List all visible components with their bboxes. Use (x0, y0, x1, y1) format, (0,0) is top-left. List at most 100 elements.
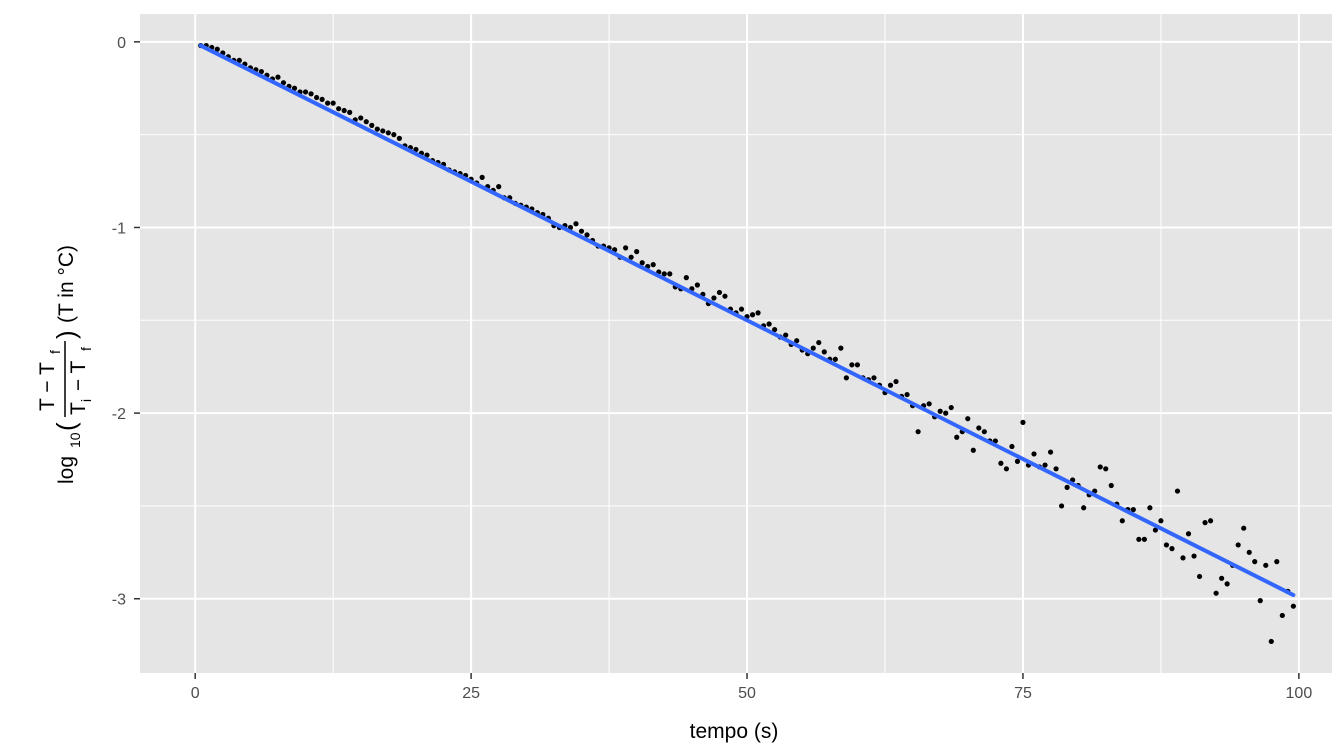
data-point (832, 356, 838, 362)
data-point (954, 434, 960, 440)
data-point (766, 321, 772, 327)
y-axis-title-log-subscript: 10 (67, 432, 83, 448)
data-point (794, 338, 800, 344)
data-point (341, 107, 347, 114)
data-point (783, 332, 789, 338)
y-axis-title-denominator-b-subscript: f (78, 347, 94, 351)
data-point (319, 96, 325, 102)
data-point (1246, 549, 1252, 555)
data-point (1141, 536, 1147, 542)
data-point (1119, 518, 1125, 524)
data-point (816, 339, 822, 346)
y-tick-label: -2 (112, 406, 126, 423)
data-point (302, 89, 309, 95)
data-point (843, 375, 849, 381)
data-point (1103, 466, 1109, 472)
data-point (347, 109, 353, 115)
data-point (258, 68, 265, 75)
data-point (1031, 451, 1037, 457)
data-point (849, 362, 855, 368)
data-point (1196, 573, 1203, 580)
data-point (854, 362, 861, 368)
data-point (722, 293, 728, 299)
data-point (694, 282, 700, 288)
data-point (214, 46, 220, 52)
data-point (1058, 503, 1065, 509)
data-point (943, 410, 949, 416)
data-point (1174, 488, 1181, 494)
y-axis-title: log 10 ( T − T f T i − T f ) (T in °C) (36, 245, 94, 484)
data-point (1257, 598, 1263, 604)
data-point (998, 460, 1004, 466)
grid-major (140, 14, 1332, 673)
x-tick-label: 25 (462, 685, 480, 702)
data-point (893, 378, 899, 385)
data-point (1020, 419, 1026, 425)
data-point (391, 132, 397, 138)
data-point (1207, 518, 1214, 524)
y-axis-title-suffix: (T in °C) (55, 245, 78, 323)
y-axis-title-numerator: T − T (36, 362, 59, 411)
data-point (628, 254, 634, 260)
data-point (1219, 575, 1225, 581)
data-point (1097, 464, 1103, 470)
data-point (1136, 536, 1142, 542)
data-point (821, 349, 827, 355)
data-point (1053, 466, 1059, 472)
data-point (479, 174, 485, 180)
data-point (1108, 482, 1114, 489)
data-point (772, 326, 778, 333)
data-point (1158, 518, 1164, 524)
data-point (810, 345, 816, 351)
data-point (749, 312, 756, 318)
data-point (236, 57, 242, 64)
y-axis: 0 -1 -2 -3 (112, 35, 140, 609)
data-point (926, 401, 932, 407)
y-axis-title-open-paren: ( (51, 422, 81, 431)
data-point (330, 100, 336, 106)
y-axis-title-numerator-subscript: f (47, 350, 63, 354)
data-point (424, 152, 430, 158)
data-point (1014, 458, 1021, 464)
data-point (1003, 466, 1010, 472)
grid-minor (140, 14, 1332, 673)
data-point (1241, 525, 1247, 531)
data-point (413, 146, 419, 153)
data-point (970, 447, 976, 453)
data-point (1130, 507, 1136, 513)
data-point (948, 404, 954, 411)
y-axis-title-denominator-b: − T (67, 360, 90, 397)
data-point (871, 375, 877, 381)
data-point (661, 271, 667, 277)
x-tick-label: 50 (738, 685, 756, 702)
y-tick-label: -1 (112, 220, 126, 237)
data-point (1252, 559, 1258, 565)
data-point (623, 245, 629, 251)
data-point (711, 295, 717, 301)
data-point (336, 106, 342, 112)
data-point (1290, 603, 1296, 609)
data-point (573, 221, 579, 227)
data-point (1274, 559, 1280, 565)
x-tick-label: 0 (191, 685, 200, 702)
data-point (639, 260, 645, 266)
y-axis-title-log: log (55, 456, 78, 484)
data-point (396, 135, 402, 141)
data-point (650, 262, 656, 268)
data-point (496, 184, 502, 190)
data-point (937, 408, 943, 414)
x-axis-title: tempo (s) (690, 720, 779, 743)
data-point (380, 128, 386, 134)
data-point (904, 391, 910, 398)
data-point (755, 310, 761, 316)
y-axis-title-close-paren: ) (51, 330, 81, 339)
data-point (374, 126, 380, 132)
data-point (1163, 542, 1170, 548)
data-point (1047, 449, 1054, 455)
y-axis-title-denominator-a-subscript: i (78, 399, 94, 402)
data-point (369, 122, 375, 128)
x-axis: 0 25 50 75 100 (191, 673, 1312, 702)
data-point (1064, 484, 1070, 490)
data-point (1213, 590, 1219, 596)
data-point (1185, 531, 1192, 537)
